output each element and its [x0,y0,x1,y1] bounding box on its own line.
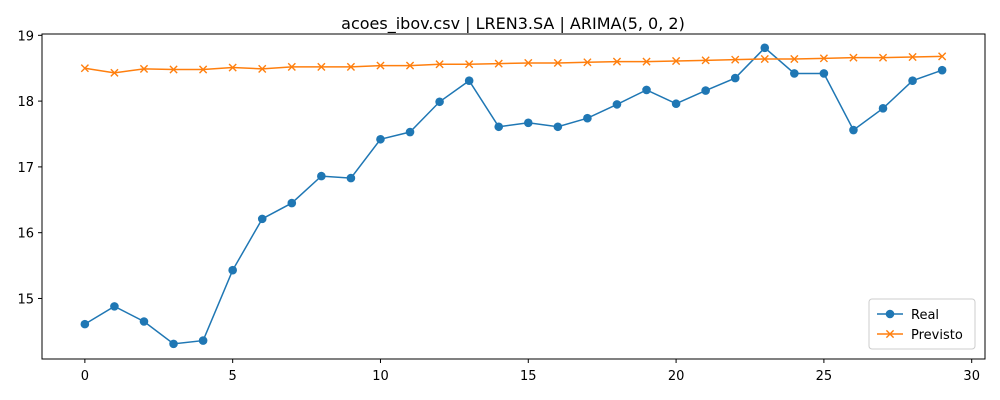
chart-title: acoes_ibov.csv | LREN3.SA | ARIMA(5, 0, … [341,14,685,34]
series-previsto [80,52,947,77]
data-point [494,122,504,132]
y-tick-label: 19 [17,29,34,44]
data-point [583,58,592,67]
data-point [553,122,563,132]
legend-label: Real [911,308,939,323]
data-point [169,65,178,74]
data-point [671,56,681,66]
legend-marker [885,329,895,339]
legend-item-previsto: Previsto [877,328,963,343]
data-point [819,54,828,63]
data-point [80,64,89,73]
legend-item-real: Real [877,308,939,323]
data-point [435,60,444,69]
data-point [464,76,474,86]
data-point [376,134,385,144]
plot-area-frame [41,33,986,360]
data-point [405,127,415,137]
data-point [908,52,917,62]
data-point [849,53,858,62]
data-point [80,319,90,329]
data-point [199,65,208,74]
legend-marker [885,309,895,319]
data-point [790,69,799,78]
data-point [317,62,326,71]
x-tick-label: 25 [816,369,833,384]
y-axis: 15 16 17 18 19 [17,29,42,307]
data-point [642,85,651,95]
data-point [139,64,149,73]
data-point [376,61,385,70]
x-tick-label: 10 [372,369,389,384]
data-point [671,99,681,109]
data-point [287,198,297,208]
data-point [553,58,562,68]
data-point [583,113,592,123]
data-point [346,62,356,71]
data-point [228,63,237,72]
data-point [494,59,503,68]
data-point [523,118,533,128]
data-point [405,61,415,70]
data-point [612,100,622,109]
series-layer [80,43,947,349]
data-point [878,104,888,113]
data-point [908,76,917,86]
y-tick-label: 18 [17,95,34,110]
data-point [612,57,622,66]
x-tick-label: 5 [229,369,237,384]
data-point [849,125,858,135]
data-point [198,336,208,345]
data-point [110,68,119,77]
x-tick-label: 0 [81,369,89,384]
x-tick-label: 15 [520,369,537,384]
series-real [80,43,947,349]
data-point [435,97,444,107]
legend: Real Previsto [868,298,976,350]
data-point [465,60,474,69]
data-point [730,73,740,83]
data-point [760,43,770,53]
y-tick-label: 15 [17,292,34,307]
x-tick-label: 20 [668,369,685,384]
data-point [346,173,356,183]
data-point [287,62,296,71]
data-point [169,339,178,349]
data-point [139,317,149,326]
y-tick-label: 17 [17,161,34,176]
data-point [819,69,829,78]
series-line [84,55,943,74]
data-point [524,58,533,68]
data-point [228,265,237,275]
legend-label: Previsto [911,328,963,343]
data-point [701,86,710,95]
data-point [878,53,888,62]
x-tick-label: 30 [963,369,980,384]
series-line [84,46,943,345]
data-point [790,54,799,64]
x-axis: 0 5 10 15 20 25 30 [81,359,980,384]
data-point [731,55,740,64]
data-point [258,64,267,73]
legend-frame [868,298,976,350]
data-point [110,302,119,311]
data-point [317,171,326,181]
data-point [938,52,947,61]
data-point [760,54,769,64]
data-point [642,57,651,66]
data-point [257,214,267,224]
data-point [701,56,710,65]
data-point [937,65,947,75]
y-tick-label: 16 [17,227,34,242]
